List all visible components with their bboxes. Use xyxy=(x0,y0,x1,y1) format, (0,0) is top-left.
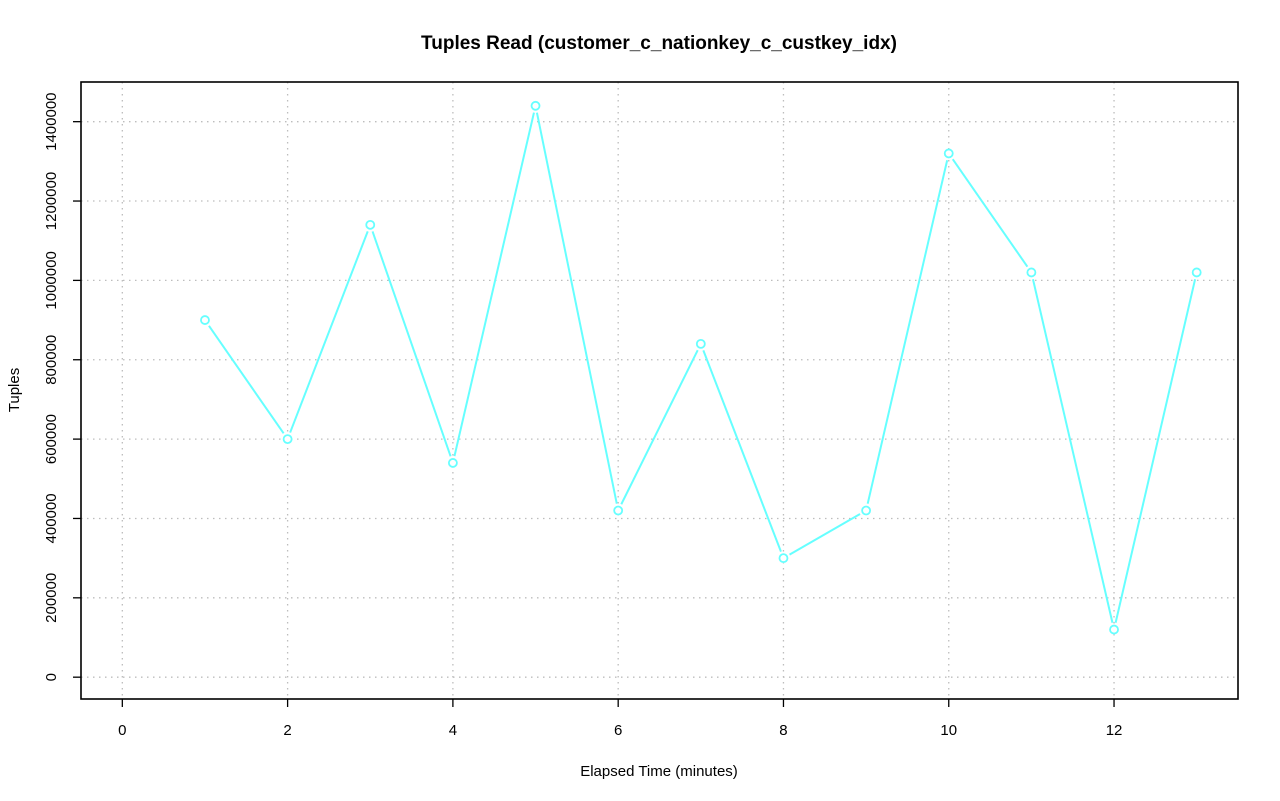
x-tick-label: 2 xyxy=(283,722,291,739)
x-tick-label: 12 xyxy=(1106,722,1123,739)
x-tick-label: 8 xyxy=(779,722,787,739)
x-tick-label: 6 xyxy=(614,722,622,739)
data-point xyxy=(695,338,706,349)
y-axis: 0 200000 400000 600000 800000 1000000 1200000 1… xyxy=(43,92,81,681)
series-layer xyxy=(200,100,1202,635)
series-line-segment xyxy=(371,231,452,457)
grid xyxy=(81,82,1238,699)
y-tick-label: 600000 xyxy=(43,414,60,464)
x-tick-label: 0 xyxy=(118,722,126,739)
series-line-segment xyxy=(453,112,535,457)
series-line-segment xyxy=(1031,279,1114,623)
x-tick-label: 10 xyxy=(940,722,957,739)
y-tick-label: 1200000 xyxy=(43,172,60,230)
y-axis-label: Tuples xyxy=(6,368,23,412)
data-point xyxy=(861,505,872,516)
data-point xyxy=(200,315,210,325)
data-point xyxy=(1026,267,1037,278)
data-point xyxy=(530,100,541,111)
x-axis-label: Elapsed Time (minutes) xyxy=(580,763,738,780)
series-line-segment xyxy=(789,513,861,556)
data-point xyxy=(282,434,293,445)
x-tick-label: 4 xyxy=(449,722,457,739)
x-axis: 0 2 4 6 8 10 12 xyxy=(118,699,1122,739)
y-tick-label: 800000 xyxy=(43,335,60,385)
data-point xyxy=(1109,624,1119,635)
series-line-segment xyxy=(208,325,285,434)
series-line-segment xyxy=(620,349,699,505)
y-tick-label: 1400000 xyxy=(43,92,60,150)
plot-frame xyxy=(80,81,1239,700)
y-tick-label: 1000000 xyxy=(43,251,60,309)
data-point xyxy=(778,553,789,564)
series-line-segment xyxy=(951,158,1029,268)
y-tick-label: 400000 xyxy=(43,493,60,543)
data-point xyxy=(365,219,376,230)
data-point xyxy=(613,505,624,516)
data-point xyxy=(943,148,954,159)
chart-title: Tuples Read (customer_c_nationkey_c_cust… xyxy=(421,33,897,54)
series-line-segment xyxy=(289,231,369,433)
data-point xyxy=(447,458,458,468)
data-point xyxy=(1191,267,1202,278)
y-tick-label: 200000 xyxy=(43,573,60,623)
series-line-segment xyxy=(1114,279,1197,623)
series-line-segment xyxy=(702,350,782,552)
series-line-segment xyxy=(866,160,949,504)
y-tick-label: 0 xyxy=(43,673,60,681)
series-line-segment xyxy=(535,112,618,504)
